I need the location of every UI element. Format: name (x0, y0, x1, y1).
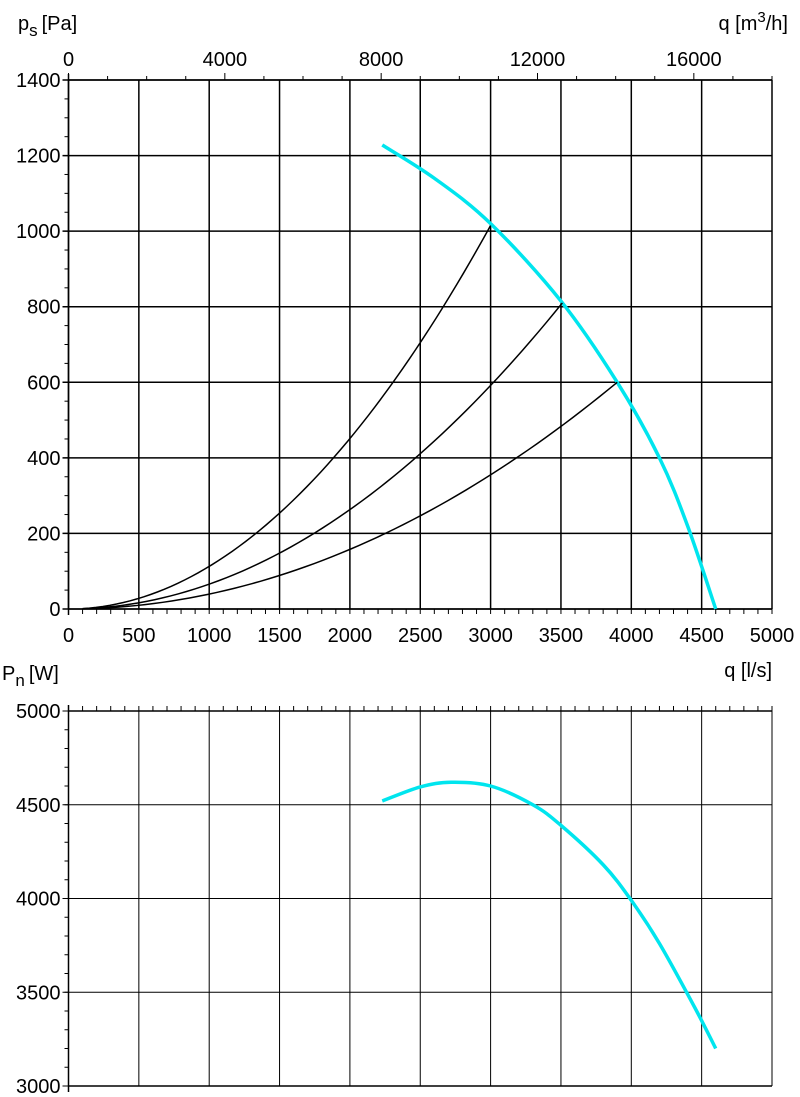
y-tick-label: 1400 (16, 70, 61, 92)
pressure-axis-label: ps [Pa] (18, 13, 77, 40)
y-tick-label: 5000 (16, 701, 61, 723)
fan-pressure-curve (381, 143, 718, 610)
x-tick-label: 3500 (539, 625, 584, 647)
x-tick-label: 1500 (257, 625, 302, 647)
x2-tick-label: 16000 (666, 49, 722, 71)
x2-tick-label: 12000 (510, 49, 566, 71)
x2-tick-label: 4000 (203, 49, 248, 71)
x-tick-label: 4500 (679, 625, 724, 647)
x2-tick-label: 8000 (359, 49, 404, 71)
airflow-ls-axis-label: q [l/s] (724, 660, 772, 682)
y-tick-label: 3000 (16, 1076, 61, 1097)
y-tick-label: 600 (27, 372, 60, 394)
system-curve (82, 381, 618, 610)
y-tick-label: 1200 (16, 146, 61, 168)
x-tick-label: 2500 (398, 625, 443, 647)
power-chart: 3000 3500 4000 4500 5000 (16, 701, 773, 1097)
y-tick-label: 1000 (16, 221, 61, 243)
fan-power-curve (381, 780, 718, 1050)
y-tick-label: 4000 (16, 889, 61, 911)
system-curve (82, 225, 492, 610)
x2-tick-label: 0 (63, 49, 74, 71)
x-tick-label: 5000 (750, 625, 795, 647)
y-tick-label: 0 (49, 599, 60, 621)
x-tick-label: 500 (122, 625, 155, 647)
y-tick-label: 800 (27, 297, 60, 319)
x-tick-label: 2000 (328, 625, 373, 647)
y-tick-label: 400 (27, 448, 60, 470)
x-tick-label: 0 (63, 625, 74, 647)
x-tick-label: 4000 (609, 625, 654, 647)
airflow-m3h-axis-label: q [m3/h] (719, 9, 789, 35)
y-tick-label: 4500 (16, 795, 61, 817)
x-tick-label: 3000 (468, 625, 513, 647)
y-tick-label: 200 (27, 523, 60, 545)
y-tick-label: 3500 (16, 982, 61, 1004)
x-tick-label: 1000 (187, 625, 232, 647)
power-axis-label: Pn [W] (2, 663, 59, 690)
system-curve (82, 302, 563, 610)
